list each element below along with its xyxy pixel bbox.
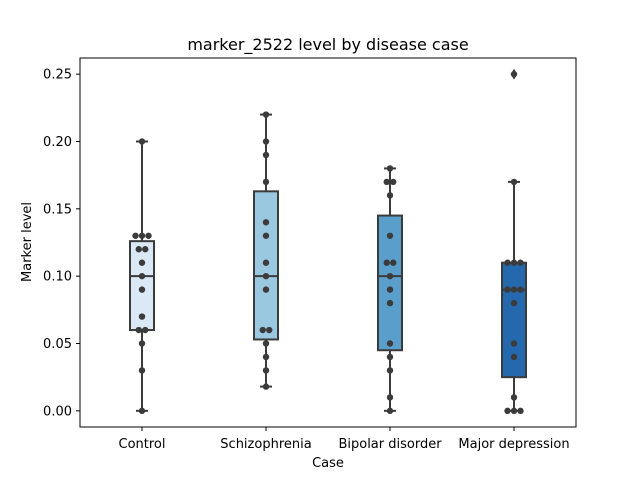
data-point-schizophrenia [262, 340, 270, 347]
data-point-schizophrenia [262, 138, 270, 145]
data-point-bipolar-disorder [386, 394, 394, 401]
x-tick-label: Bipolar disorder [338, 437, 442, 452]
data-point-major-depression [510, 394, 518, 401]
data-point-control [138, 313, 146, 320]
data-point-control [145, 232, 152, 239]
data-point-bipolar-disorder [390, 178, 397, 186]
data-point-control [138, 340, 146, 347]
data-point-bipolar-disorder [386, 367, 394, 374]
data-point-schizophrenia [262, 383, 270, 390]
y-tick-label: 0.10 [43, 270, 72, 285]
data-point-bipolar-disorder [386, 232, 394, 239]
data-point-bipolar-disorder [390, 259, 397, 266]
chart-title: marker_2522 level by disease case [187, 35, 468, 55]
data-point-control [138, 367, 146, 374]
data-point-control [138, 232, 146, 239]
plot-frame [79, 57, 577, 428]
data-point-schizophrenia [262, 232, 270, 239]
y-tick-label: 0.00 [43, 404, 72, 419]
data-point-control [142, 246, 149, 253]
y-tick-label: 0.25 [43, 68, 72, 83]
x-tick-label: Schizophrenia [220, 437, 311, 452]
data-point-major-depression [510, 353, 518, 361]
x-tick-label: Major depression [458, 437, 569, 452]
data-point-control [132, 232, 139, 239]
y-tick-label: 0.15 [43, 202, 72, 217]
data-point-control [138, 138, 146, 145]
data-point-major-depression [510, 340, 518, 347]
data-point-control [142, 326, 149, 334]
data-point-bipolar-disorder [386, 340, 394, 347]
data-point-bipolar-disorder [386, 286, 394, 293]
data-point-major-depression [510, 70, 518, 78]
data-point-schizophrenia [259, 326, 266, 334]
data-point-bipolar-disorder [383, 178, 390, 186]
data-point-schizophrenia [262, 286, 270, 293]
data-point-bipolar-disorder [386, 192, 394, 199]
x-tick-label: Control [119, 437, 166, 452]
data-point-bipolar-disorder [386, 165, 394, 172]
data-point-control [138, 272, 146, 280]
data-point-schizophrenia [262, 111, 270, 118]
data-point-major-depression [510, 259, 518, 266]
data-point-schizophrenia [262, 367, 270, 374]
y-tick-label: 0.05 [43, 337, 72, 352]
data-point-major-depression [504, 259, 511, 266]
data-point-control [138, 286, 146, 293]
data-point-schizophrenia [266, 326, 273, 334]
data-point-schizophrenia [262, 219, 270, 226]
data-point-control [135, 246, 142, 253]
data-point-major-depression [510, 299, 518, 307]
data-point-major-depression [510, 407, 518, 415]
x-axis-title: Case [312, 456, 344, 471]
data-point-bipolar-disorder [386, 272, 394, 280]
data-point-bipolar-disorder [383, 259, 390, 266]
data-point-major-depression [517, 259, 524, 266]
data-point-schizophrenia [262, 272, 270, 280]
data-point-control [138, 259, 146, 266]
data-point-major-depression [504, 286, 511, 293]
box-bipolar-disorder [377, 214, 403, 352]
y-axis-title: Marker level [20, 202, 35, 282]
data-point-schizophrenia [262, 151, 270, 159]
data-point-major-depression [504, 407, 511, 415]
data-point-bipolar-disorder [386, 299, 394, 307]
data-point-schizophrenia [262, 259, 270, 266]
data-point-schizophrenia [262, 353, 270, 361]
data-point-control [135, 326, 142, 334]
data-point-major-depression [510, 286, 518, 293]
data-point-major-depression [517, 286, 524, 293]
data-point-major-depression [517, 407, 524, 415]
y-tick-label: 0.20 [43, 135, 72, 150]
data-point-major-depression [510, 178, 518, 186]
data-point-schizophrenia [262, 178, 270, 186]
data-point-bipolar-disorder [386, 407, 394, 415]
plot-area: 0.00 0.05 0.10 0.15 0.20 0.25 Control Schizophr… [43, 57, 577, 452]
data-point-control [138, 407, 146, 415]
data-point-bipolar-disorder [386, 353, 394, 361]
